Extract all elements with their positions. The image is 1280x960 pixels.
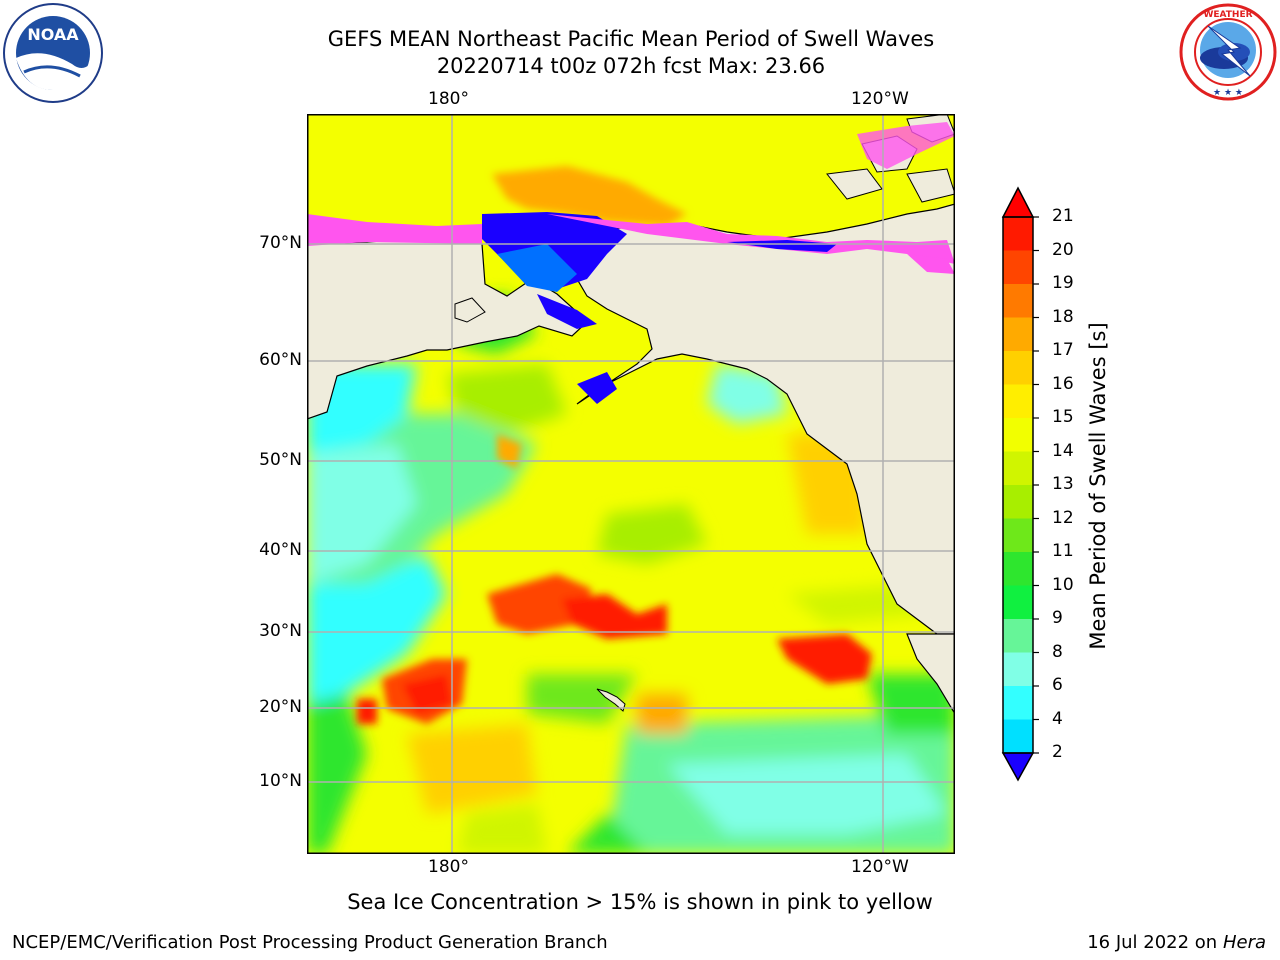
svg-text:WEATHER: WEATHER <box>1203 10 1252 20</box>
colorbar-band <box>1003 719 1033 754</box>
lon-label-top-180: 180° <box>428 89 469 109</box>
colorbar-tick-label: 9 <box>1052 608 1063 628</box>
colorbar-band <box>1003 518 1033 553</box>
map-panel[interactable] <box>307 114 955 854</box>
lat-label-30n: 30°N <box>259 621 302 641</box>
colorbar-band <box>1003 686 1033 720</box>
map-title: GEFS MEAN Northeast Pacific Mean Period … <box>327 27 935 51</box>
colorbar-tick-label: 2 <box>1052 742 1063 762</box>
colorbar-tick-label: 12 <box>1052 507 1074 528</box>
colorbar-label: Mean Period of Swell Waves [s] <box>1086 322 1110 650</box>
colorbar-tick-label: 19 <box>1052 273 1074 293</box>
lat-label-20n: 20°N <box>259 697 302 717</box>
colorbar-tick-label: 6 <box>1052 675 1063 695</box>
lat-label-40n: 40°N <box>259 540 302 560</box>
colorbar <box>1001 186 1039 782</box>
colorbar-tick-label: 11 <box>1052 541 1074 561</box>
map-subtitle: 20220714 t00z 072h fcst Max: 23.66 <box>436 54 826 78</box>
lat-label-70n: 70°N <box>259 233 302 253</box>
sea-ice <box>307 122 955 404</box>
colorbar-tick-label: 8 <box>1052 641 1063 662</box>
colorbar-tick-label: 17 <box>1052 340 1074 360</box>
lon-label-bottom-180: 180° <box>428 857 469 877</box>
colorbar-tick-label: 10 <box>1052 574 1074 595</box>
colorbar-tick-label: 4 <box>1052 708 1063 729</box>
svg-text:★ ★ ★: ★ ★ ★ <box>1213 88 1243 98</box>
colorbar-band <box>1003 418 1033 452</box>
colorbar-band <box>1003 250 1033 285</box>
colorbar-tick-label: 18 <box>1052 306 1074 327</box>
colorbar-band <box>1003 585 1033 620</box>
noaa-logo-text: NOAA <box>27 25 79 44</box>
colorbar-tick-label: 13 <box>1052 474 1074 494</box>
colorbar-over-arrow <box>1001 186 1035 218</box>
footer-date-host: 16 Jul 2022 on Hera <box>1087 932 1266 953</box>
colorbar-band <box>1003 451 1033 486</box>
noaa-logo: NOAA <box>3 3 103 103</box>
colorbar-tick-label: 20 <box>1052 239 1074 260</box>
lat-label-60n: 60°N <box>259 350 302 370</box>
lat-label-50n: 50°N <box>259 450 302 470</box>
colorbar-band <box>1003 351 1033 385</box>
footer-date: 16 Jul 2022 on <box>1087 932 1223 953</box>
colorbar-band <box>1003 652 1033 687</box>
nws-logo: WEATHER ★ ★ ★ <box>1179 3 1277 101</box>
graticule <box>307 114 955 854</box>
footer-host: Hera <box>1222 932 1266 953</box>
lon-label-top-120w: 120°W <box>851 89 909 109</box>
lat-label-10n: 10°N <box>259 771 302 791</box>
colorbar-tick-label: 14 <box>1052 440 1074 461</box>
colorbar-band <box>1003 485 1033 519</box>
colorbar-tick-label: 21 <box>1052 206 1074 226</box>
map-frame <box>307 114 955 854</box>
colorbar-tick-label: 15 <box>1052 407 1074 427</box>
swell-period-field <box>307 294 955 854</box>
colorbar-band <box>1003 619 1033 653</box>
footer-producer: NCEP/EMC/Verification Post Processing Pr… <box>12 932 608 953</box>
colorbar-band <box>1003 284 1033 318</box>
sea-ice-note: Sea Ice Concentration > 15% is shown in … <box>347 890 933 914</box>
colorbar-band <box>1003 384 1033 419</box>
colorbar-under-arrow <box>1001 752 1035 782</box>
colorbar-band <box>1003 317 1033 352</box>
colorbar-band <box>1003 217 1033 251</box>
colorbar-tick-label: 16 <box>1052 373 1074 394</box>
lon-label-bottom-120w: 120°W <box>851 857 909 877</box>
colorbar-band <box>1003 552 1033 586</box>
